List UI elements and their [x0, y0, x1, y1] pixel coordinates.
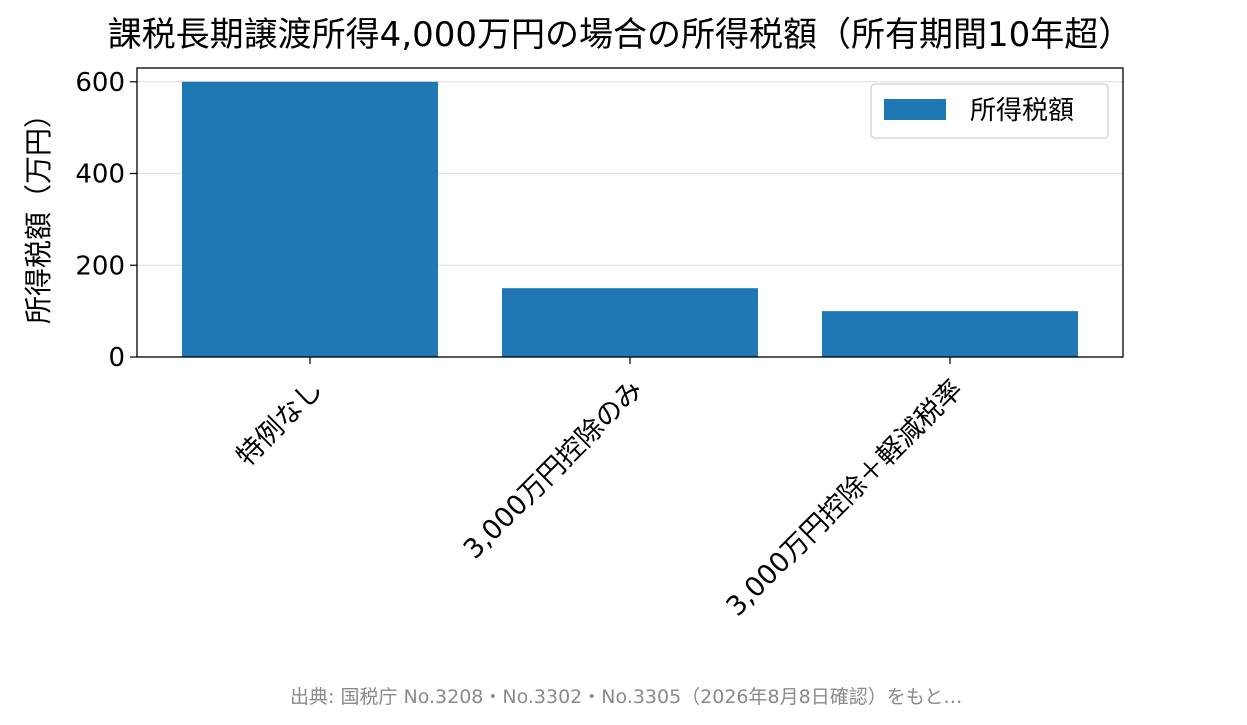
x-axis: 特例なし 3,000万円控除のみ 3,000万円控除＋軽減税率 [231, 357, 969, 622]
y-tick-label: 200 [75, 251, 125, 281]
y-axis: 0 200 400 600 [75, 68, 137, 373]
y-tick-label: 0 [108, 343, 125, 373]
legend-box [870, 83, 1109, 139]
y-tick-label: 400 [75, 160, 125, 190]
source-note: 出典: 国税庁 No.3208・No.3302・No.3305（2026年8月8… [290, 686, 963, 708]
bar [822, 311, 1078, 357]
y-axis-label: 所得税額（万円） [22, 100, 55, 324]
legend-swatch [884, 99, 946, 120]
x-tick-label: 特例なし [231, 374, 329, 472]
chart-title: 課税長期譲渡所得4,000万円の場合の所得税額（所有期間10年超） [108, 15, 1133, 55]
x-tick-label: 3,000万円控除のみ [458, 374, 649, 565]
legend-label: 所得税額 [970, 96, 1074, 126]
bar [502, 288, 758, 357]
x-tick-label: 3,000万円控除＋軽減税率 [721, 374, 969, 622]
bars [182, 81, 1078, 357]
bar [182, 81, 438, 357]
legend: 所得税額 [870, 83, 1109, 139]
y-tick-label: 600 [75, 68, 125, 98]
